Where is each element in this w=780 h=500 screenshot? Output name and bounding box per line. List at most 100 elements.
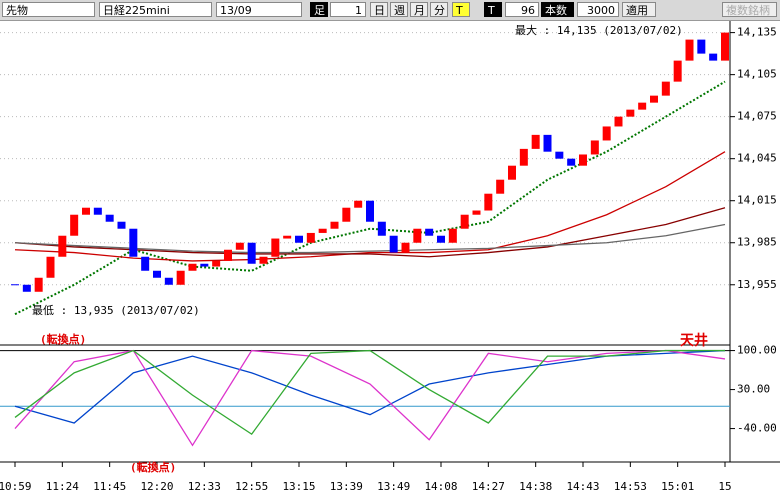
candle (673, 60, 682, 82)
y-tick-label: 100.00 (737, 344, 777, 357)
candle (58, 235, 67, 257)
candle (82, 207, 90, 215)
annotation: 最大 : 14,135 (2013/07/02) (515, 23, 683, 37)
tick-button[interactable]: T (452, 2, 470, 17)
annotation: 天井 (680, 332, 708, 349)
candle (484, 193, 493, 211)
candle (141, 256, 150, 271)
bars-label: 本数 (541, 2, 574, 17)
candle (259, 256, 268, 264)
x-tick-label: 14:38 (519, 480, 552, 493)
candle (519, 148, 528, 166)
candle (22, 284, 31, 292)
day-button[interactable]: 日 (370, 2, 388, 17)
y-tick-label: 14,075 (737, 110, 777, 123)
x-tick-label: 15:01 (661, 480, 694, 493)
candle (555, 151, 564, 159)
candle (366, 200, 374, 222)
candle (425, 228, 434, 236)
candle (283, 235, 292, 239)
bar-count-input[interactable]: 1 (330, 2, 366, 17)
y-tick-label: 14,135 (737, 26, 777, 39)
candle (472, 210, 481, 215)
candle (247, 242, 256, 264)
candle (105, 214, 114, 222)
x-tick-label: 10:59 (0, 480, 32, 493)
bars-input[interactable]: 3000 (577, 2, 619, 17)
plot-area (0, 21, 730, 462)
candle (271, 238, 280, 257)
x-tick-label: 11:24 (46, 480, 79, 493)
candle (496, 179, 505, 194)
candle (377, 221, 386, 236)
annotation: 最低 : 13,935 (2013/07/02) (32, 304, 200, 317)
candle (117, 221, 126, 229)
x-tick-label: 13:39 (330, 480, 363, 493)
minute-button[interactable]: 分 (430, 2, 448, 17)
toolbar: 先物 日経225mini 13/09 足 1 日 週 月 分 T T 96 本数… (0, 0, 780, 21)
candle (721, 32, 729, 61)
candle (295, 235, 303, 243)
candle (212, 260, 221, 267)
candle (34, 277, 43, 292)
candle (354, 200, 363, 208)
x-tick-label: 14:43 (566, 480, 599, 493)
moving-average (14, 151, 726, 262)
y-tick-label: 30.00 (737, 383, 770, 396)
candle (70, 214, 79, 236)
candle (650, 95, 658, 103)
candle (602, 126, 611, 141)
instrument-select[interactable]: 日経225mini (99, 2, 212, 17)
y-tick-label: 14,015 (737, 194, 777, 207)
t-input[interactable]: 96 (505, 2, 539, 17)
candle (709, 53, 718, 61)
month-button[interactable]: 月 (410, 2, 428, 17)
x-tick-label: 12:55 (235, 480, 268, 493)
candle (164, 277, 173, 285)
candle (318, 228, 327, 233)
x-tick-label: 12:33 (188, 480, 221, 493)
candle (590, 140, 599, 155)
candle (200, 263, 209, 267)
candle (188, 263, 197, 271)
candle (579, 154, 587, 166)
candle (697, 39, 706, 54)
y-tick-label: 14,105 (737, 68, 777, 81)
candle (306, 232, 315, 243)
candle (460, 214, 469, 229)
candle (614, 116, 623, 127)
y-tick-label: 13,985 (737, 236, 777, 249)
multi-button[interactable]: 複数銘柄 (722, 2, 777, 17)
bar-label: 足 (310, 2, 328, 17)
candle (685, 39, 694, 61)
x-tick-label: 15 (718, 480, 731, 493)
x-tick-label: 11:45 (93, 480, 126, 493)
x-tick-label: 13:49 (377, 480, 410, 493)
candle (46, 256, 55, 278)
moving-average (14, 80, 726, 316)
market-select[interactable]: 先物 (2, 2, 95, 17)
candle (638, 102, 647, 110)
candle (342, 207, 351, 222)
y-tick-label: 13,955 (737, 278, 777, 291)
candle (93, 207, 102, 215)
contract-select[interactable]: 13/09 (216, 2, 302, 17)
annotation: (転換点) (130, 460, 176, 474)
week-button[interactable]: 週 (390, 2, 408, 17)
candle (661, 81, 670, 96)
candle (153, 270, 161, 278)
candle (413, 228, 422, 243)
candle (543, 134, 552, 152)
y-tick-label: 14,045 (737, 152, 777, 165)
candle (176, 270, 185, 285)
candle (330, 221, 339, 229)
candle (567, 158, 576, 166)
x-tick-label: 14:53 (614, 480, 647, 493)
candle (401, 242, 410, 253)
y-tick-label: -40.00 (737, 422, 777, 435)
apply-button[interactable]: 適用 (622, 2, 656, 17)
annotation: (転換点) (40, 332, 86, 346)
candle (437, 235, 445, 243)
